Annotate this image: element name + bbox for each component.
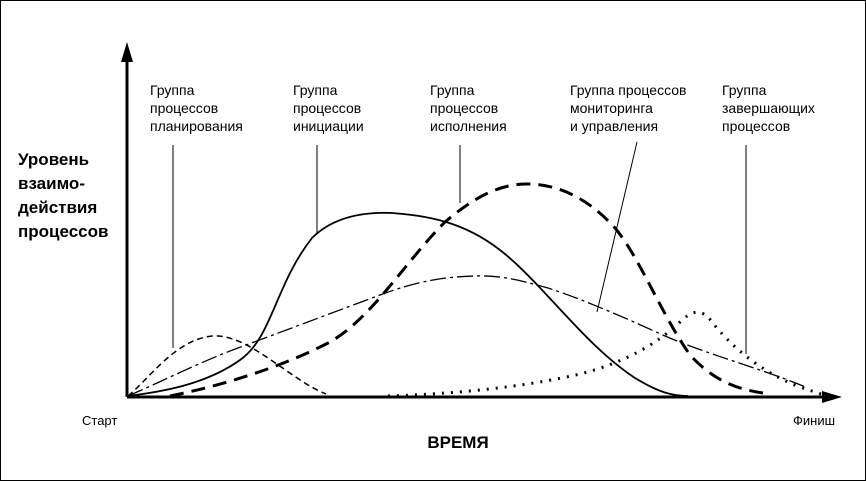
group-label-initiation: Группа процессов инициации	[293, 82, 365, 134]
y-axis-label: Уровень взаимо- действия процессов	[18, 150, 108, 241]
leader-line-monitoring	[596, 141, 638, 313]
x-axis-arrow	[822, 391, 842, 403]
curve-monitoring	[127, 275, 809, 397]
curve-execution	[169, 182, 771, 398]
finish-label: Финиш	[793, 413, 835, 428]
group-label-closing: Группа завершающих процессов	[722, 82, 819, 134]
y-axis-arrow	[121, 42, 133, 62]
start-label: Старт	[82, 413, 117, 428]
curve-closing	[387, 310, 829, 398]
x-axis-title: ВРЕМЯ	[427, 433, 488, 452]
group-label-planning: Группа процессов планирования	[150, 82, 243, 134]
curve-initiation	[127, 211, 689, 397]
group-label-execution: Группа процессов исполнения	[430, 82, 507, 134]
curve-planning	[127, 335, 327, 397]
group-label-monitoring: Группа процессов мониторинга и управлени…	[570, 82, 690, 134]
